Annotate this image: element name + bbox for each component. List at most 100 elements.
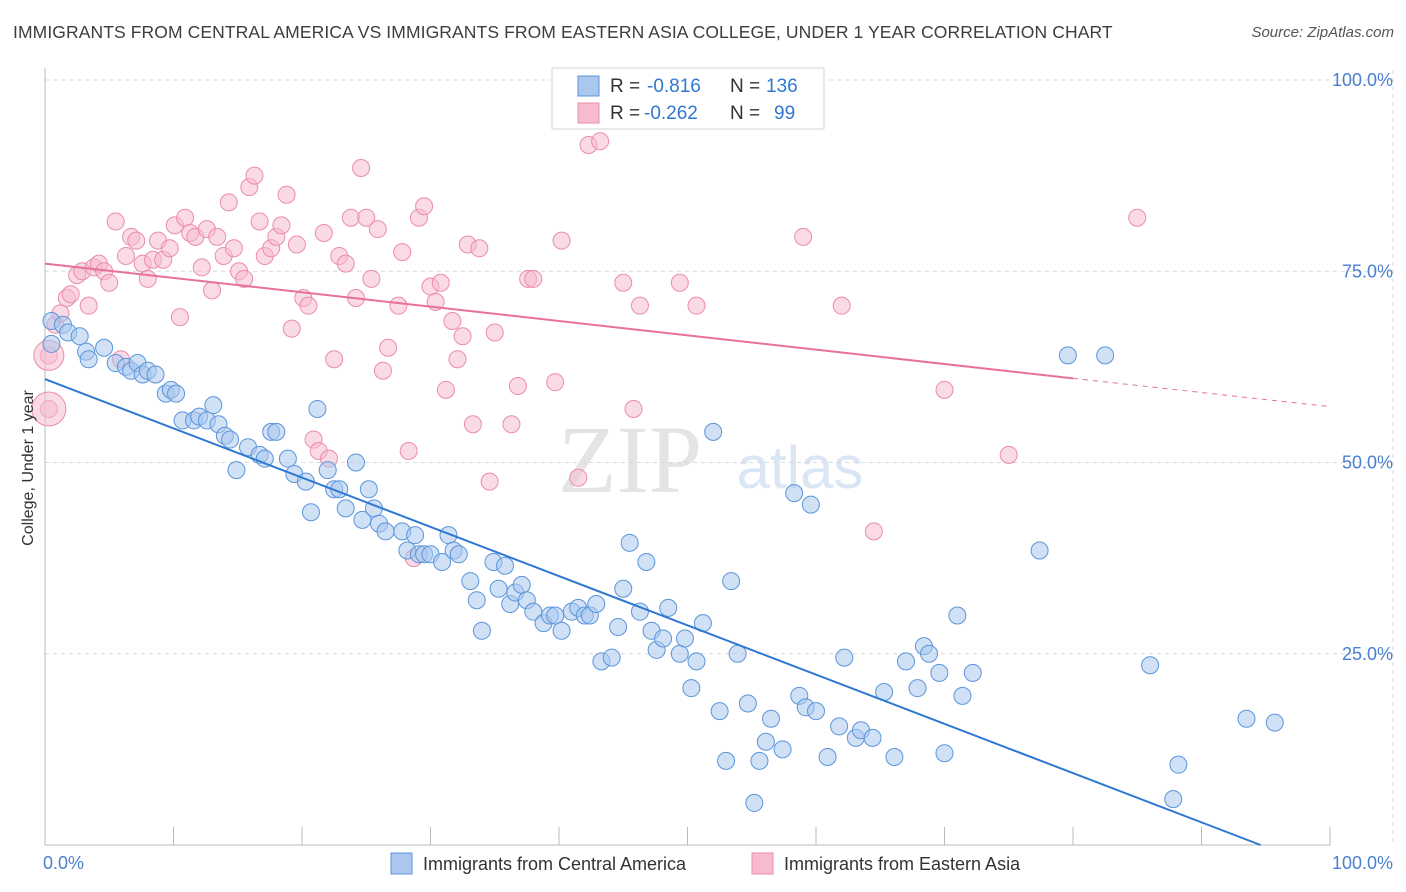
data-point — [552, 231, 571, 250]
data-point — [930, 663, 949, 682]
data-point — [524, 269, 543, 288]
data-point — [245, 166, 264, 185]
data-point — [670, 644, 689, 663]
data-point — [357, 208, 376, 227]
data-point — [496, 556, 515, 575]
data-point — [546, 373, 565, 392]
legend-swatch-pink — [577, 102, 600, 124]
data-point — [352, 158, 371, 177]
data-point — [630, 602, 649, 621]
bottom-legend-label-blue: Immigrants from Central America — [423, 854, 687, 874]
data-point — [336, 499, 355, 518]
data-point — [1265, 713, 1284, 732]
data-point — [1128, 208, 1147, 227]
data-point — [807, 702, 825, 721]
data-point — [512, 575, 531, 594]
data-point — [999, 445, 1018, 464]
bottom-legend-swatch-blue — [390, 852, 413, 875]
x-tick-label: 0.0% — [43, 853, 84, 873]
data-point — [436, 380, 455, 399]
data-point — [745, 793, 764, 812]
data-point — [282, 319, 301, 338]
data-point — [953, 686, 972, 705]
data-point — [1164, 790, 1183, 809]
y-tick-label: 50.0% — [1342, 453, 1393, 473]
data-point — [704, 422, 723, 441]
data-point — [485, 323, 504, 342]
data-point — [250, 212, 269, 231]
data-point — [864, 522, 883, 541]
data-point — [95, 338, 114, 357]
data-point — [100, 273, 119, 292]
correlation-legend: R = -0.816 N = 136 R = -0.262 N = 99 — [551, 67, 825, 130]
data-point — [620, 533, 639, 552]
data-point — [738, 694, 757, 713]
data-point — [896, 652, 915, 671]
data-point — [885, 748, 904, 767]
data-point — [267, 422, 286, 441]
data-point — [106, 212, 125, 231]
data-point — [79, 350, 98, 369]
data-point — [301, 503, 320, 522]
data-point — [399, 442, 418, 461]
data-point — [221, 430, 240, 449]
data-point — [637, 552, 656, 571]
y-tick-label: 100.0% — [1332, 70, 1393, 90]
data-point — [710, 702, 729, 721]
data-point — [687, 652, 706, 671]
data-point — [750, 751, 769, 770]
data-point — [785, 484, 804, 503]
data-point — [138, 269, 157, 288]
data-point — [818, 748, 837, 767]
legend-n-value-blue: 136 — [766, 76, 798, 97]
trend-lines — [44, 262, 1331, 846]
data-point — [624, 399, 643, 418]
data-point — [1058, 346, 1077, 365]
data-point — [659, 598, 678, 617]
series-eastern-asia — [31, 97, 1147, 568]
data-point — [341, 208, 360, 227]
data-point — [453, 327, 472, 346]
data-point — [1096, 346, 1115, 365]
legend-r-value-pink: -0.262 — [644, 103, 698, 124]
data-point — [314, 224, 333, 242]
legend-r-value-blue: -0.816 — [647, 76, 701, 97]
data-point — [203, 281, 222, 300]
data-point — [362, 269, 381, 288]
data-point — [353, 510, 372, 529]
data-point — [325, 350, 344, 369]
data-point — [461, 572, 480, 591]
data-point — [160, 239, 179, 258]
data-point — [389, 296, 408, 315]
legend-n-label-blue: N = — [730, 76, 760, 97]
data-point — [176, 208, 195, 227]
trend-line-eastern-asia-extension — [1072, 377, 1331, 408]
data-point — [773, 740, 792, 759]
data-point — [609, 617, 628, 636]
data-point — [227, 461, 246, 480]
legend-swatch-blue — [577, 75, 600, 97]
data-point — [116, 246, 135, 265]
data-point — [524, 602, 543, 621]
legend-r-label-pink: R = — [610, 103, 640, 124]
data-point — [379, 338, 398, 357]
data-point — [346, 453, 365, 472]
data-point — [463, 415, 482, 434]
chart-title: IMMIGRANTS FROM CENTRAL AMERICA VS IMMIG… — [13, 22, 1113, 42]
data-point — [675, 629, 694, 648]
data-point — [908, 679, 927, 698]
y-tick-label: 25.0% — [1342, 644, 1393, 664]
data-point — [670, 273, 689, 292]
data-point — [963, 663, 982, 682]
data-point — [336, 254, 355, 273]
data-point — [308, 399, 327, 418]
data-point — [654, 629, 673, 648]
y-tick-label: 75.0% — [1342, 261, 1393, 281]
data-point — [614, 273, 633, 292]
legend-n-value-pink: 99 — [774, 103, 795, 124]
data-point — [224, 239, 243, 258]
data-point — [167, 384, 186, 403]
data-point — [70, 327, 89, 346]
data-point — [717, 751, 736, 770]
